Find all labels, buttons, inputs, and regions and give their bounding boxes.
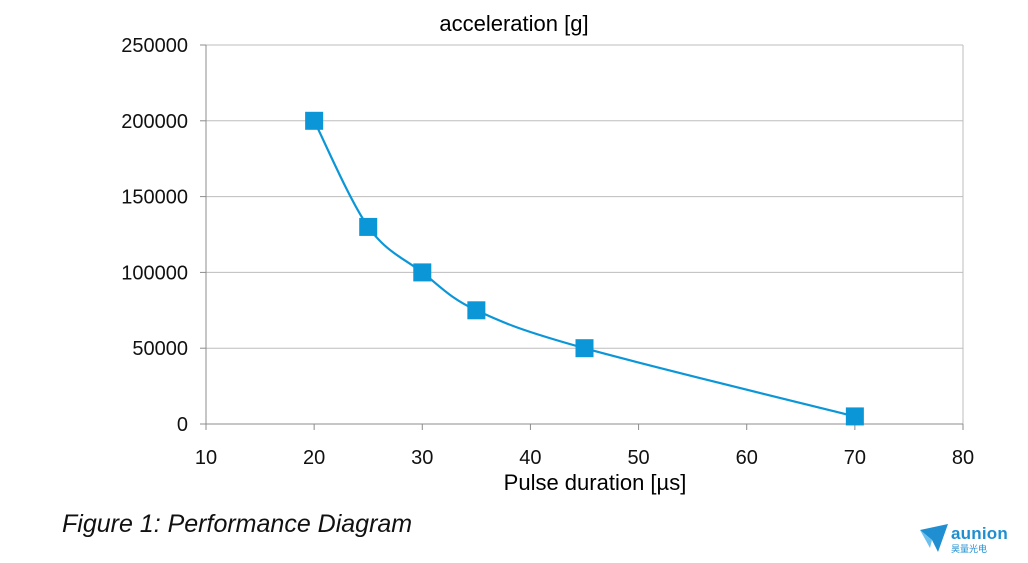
x-tick-label: 50 <box>627 447 649 469</box>
x-tick-label: 40 <box>519 447 541 469</box>
y-tick-label: 0 <box>177 414 188 436</box>
x-tick-labels: 10 20 30 40 50 60 70 80 <box>195 447 974 469</box>
y-tick-label: 100000 <box>121 262 188 284</box>
grid-lines <box>206 44 963 425</box>
logo-arrow-icon <box>920 524 948 552</box>
x-tick-label: 10 <box>195 447 217 469</box>
chart: acceleration [g] 0 50000 100000 150000 20000… <box>121 11 974 495</box>
data-point <box>359 217 378 236</box>
x-axis-label: Pulse duration [µs] <box>504 470 687 495</box>
series-line <box>313 120 856 418</box>
data-point <box>575 339 594 358</box>
logo-subtext: 昊量光电 <box>951 545 988 555</box>
y-tick-label: 50000 <box>132 338 188 360</box>
x-tick-label: 20 <box>303 447 325 469</box>
data-point <box>413 263 432 282</box>
aunion-logo: aunion 昊量光电 <box>918 522 1022 556</box>
axes <box>200 44 964 430</box>
data-point <box>305 111 324 130</box>
x-tick-label: 60 <box>736 447 758 469</box>
y-tick-label: 150000 <box>121 187 188 209</box>
x-tick-label: 80 <box>952 447 974 469</box>
y-tick-labels: 0 50000 100000 150000 200000 250000 <box>121 35 188 436</box>
logo-text: aunion <box>951 524 1008 543</box>
x-tick-label: 30 <box>411 447 433 469</box>
y-tick-label: 200000 <box>121 111 188 133</box>
figure-caption: Figure 1: Performance Diagram <box>62 510 413 538</box>
series <box>305 111 864 426</box>
y-tick-label: 250000 <box>121 35 188 57</box>
x-tick-label: 70 <box>844 447 866 469</box>
data-point <box>467 301 486 320</box>
data-point <box>845 407 864 426</box>
chart-title: acceleration [g] <box>439 11 588 36</box>
